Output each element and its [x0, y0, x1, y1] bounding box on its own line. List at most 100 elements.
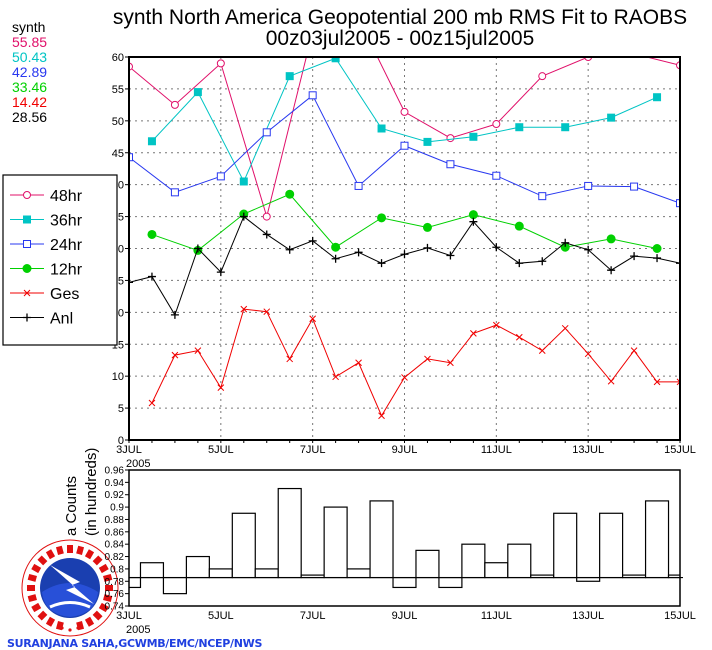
y-tick-label: 0.92 — [105, 490, 125, 501]
data-point — [492, 120, 501, 129]
data-point — [447, 359, 454, 367]
data-point — [262, 128, 271, 137]
data-point — [630, 252, 639, 261]
data-point — [630, 347, 638, 354]
data-point — [514, 221, 524, 231]
stat-48hr: 55.85 — [12, 34, 48, 50]
y-tick-label: 45 — [112, 148, 124, 160]
x-tick-label: 5JUL — [208, 444, 234, 456]
data-point — [446, 134, 455, 143]
data-point — [492, 171, 501, 180]
chart-subtitle: 00z03jul2005 - 00z15jul2005 — [266, 27, 535, 50]
data-point — [607, 377, 615, 385]
legend-item-48hr: 48hr — [10, 188, 83, 205]
data-point — [216, 172, 225, 181]
data-point — [354, 248, 363, 257]
x-tick-sublabel: 2005 — [126, 624, 150, 636]
data-point — [308, 91, 317, 100]
data-point — [285, 245, 294, 254]
x-tick-label: 9JUL — [392, 610, 418, 622]
legend-label: 12hr — [50, 262, 83, 279]
data-point — [400, 141, 409, 150]
x-tick-label: 13JUL — [572, 610, 604, 622]
count-bar — [484, 562, 509, 579]
data-point — [515, 259, 524, 268]
data-point — [147, 229, 157, 239]
legend-marker-icon — [23, 191, 31, 199]
x-tick-label: 7JUL — [300, 444, 326, 456]
data-point — [561, 238, 570, 247]
data-point — [492, 243, 501, 252]
stat-36hr: 50.43 — [12, 49, 48, 65]
y-tick-label: 0.74 — [105, 602, 125, 613]
data-point — [492, 321, 500, 329]
data-point — [401, 374, 408, 381]
data-point — [676, 199, 680, 208]
data-point — [263, 308, 271, 316]
data-point — [653, 254, 662, 263]
data-point — [308, 236, 317, 245]
data-point — [331, 242, 341, 252]
legend-marker-icon — [23, 313, 31, 322]
count-bar — [553, 512, 578, 579]
y-tick-label: 0.78 — [105, 577, 125, 588]
y-tick-label: 0.8 — [110, 564, 124, 575]
data-point — [170, 188, 179, 197]
data-point — [216, 268, 225, 277]
x-tick-label: 7JUL — [300, 610, 326, 622]
count-bar — [139, 562, 165, 579]
x-tick-label: 11JUL — [481, 444, 512, 456]
data-point — [378, 412, 385, 420]
x-tick-label: 3JUL — [116, 610, 142, 622]
y-tick-label: 0.82 — [105, 552, 125, 563]
data-point — [331, 254, 340, 263]
data-point — [240, 305, 248, 313]
data-point — [193, 244, 202, 253]
data-point — [262, 212, 271, 221]
data-point — [469, 217, 478, 226]
y-tick-label: 0.76 — [105, 589, 125, 600]
y-tick-label: 60 — [112, 52, 124, 64]
bottom-plot-frame — [128, 469, 681, 607]
data-point — [515, 123, 524, 132]
series-line — [151, 57, 658, 183]
data-point — [446, 160, 455, 169]
data-point — [332, 373, 339, 381]
legend-label: 48hr — [50, 188, 83, 205]
data-point — [538, 72, 547, 81]
y-tick-label: 55 — [112, 84, 124, 96]
series-24hr — [129, 91, 680, 208]
data-point — [676, 259, 680, 268]
count-bar — [415, 549, 440, 579]
data-point — [468, 210, 478, 220]
data-point — [423, 137, 432, 146]
count-bar — [392, 576, 417, 589]
legend-item-ges: Ges — [10, 286, 79, 303]
data-point — [239, 212, 248, 221]
y-tick-label: 50 — [112, 116, 124, 128]
series-ges — [148, 305, 680, 420]
data-point — [262, 230, 271, 239]
legend-box — [2, 174, 118, 346]
count-bar — [323, 506, 348, 579]
nws-logo — [21, 539, 119, 637]
stats-label: synth — [12, 19, 46, 35]
data-point — [606, 234, 616, 244]
data-point — [354, 181, 363, 190]
y-tick-label: 0.86 — [105, 527, 125, 538]
data-point — [561, 324, 569, 332]
credit-line: SURANJANA SAHA,GCWMB/EMC/NCEP/NWS — [7, 637, 263, 650]
y-tick-label: 0 — [118, 435, 124, 447]
y-tick-label: 5 — [118, 403, 124, 415]
data-point — [470, 330, 477, 337]
legend-marker-icon — [23, 289, 31, 297]
legend-label: 24hr — [50, 237, 83, 254]
y-tick-label: 10 — [112, 371, 124, 383]
x-tick-label: 9JUL — [392, 444, 418, 456]
data-point — [630, 182, 639, 191]
data-point — [377, 259, 386, 268]
count-bar — [231, 512, 256, 579]
y-tick-label: 0.9 — [110, 503, 124, 514]
data-point — [584, 245, 593, 254]
